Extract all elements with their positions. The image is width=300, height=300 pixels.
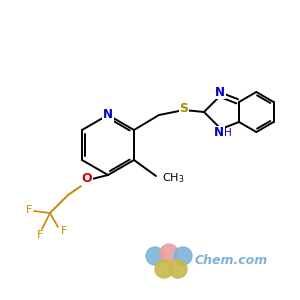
Circle shape xyxy=(146,247,164,265)
Circle shape xyxy=(160,244,178,262)
Text: CH$_3$: CH$_3$ xyxy=(162,171,184,185)
Text: O: O xyxy=(82,172,92,185)
Circle shape xyxy=(174,247,192,265)
Text: N: N xyxy=(103,109,113,122)
Text: F: F xyxy=(61,226,67,236)
Text: S: S xyxy=(179,103,188,116)
Text: F: F xyxy=(26,205,32,215)
Text: N: N xyxy=(215,85,225,98)
Circle shape xyxy=(155,260,173,278)
Text: N: N xyxy=(214,127,224,140)
Text: H: H xyxy=(224,128,232,138)
Text: F: F xyxy=(37,230,43,240)
Text: Chem.com: Chem.com xyxy=(195,254,268,268)
Circle shape xyxy=(169,260,187,278)
